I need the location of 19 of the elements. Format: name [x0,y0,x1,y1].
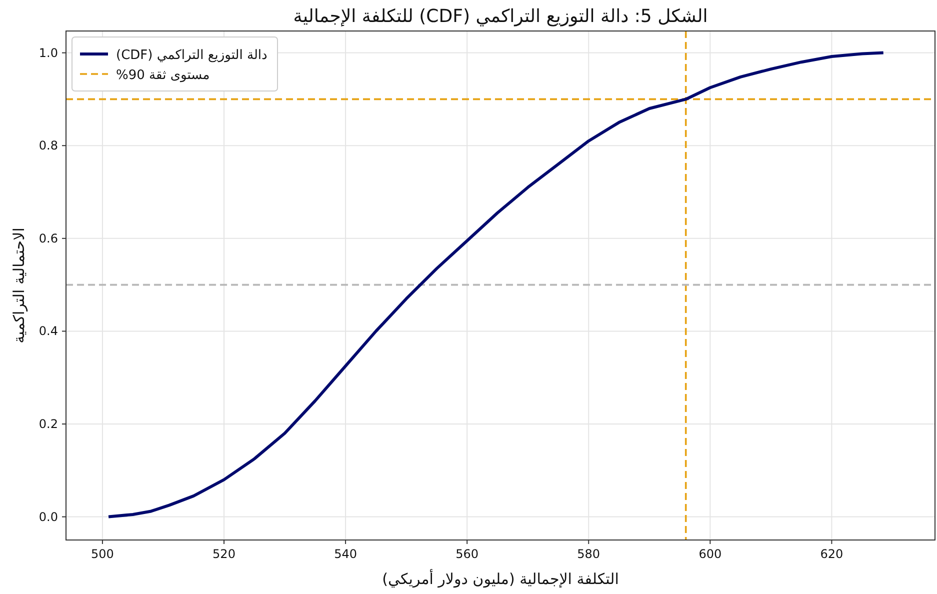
x-tick-label: 560 [456,547,479,561]
x-tick-label: 540 [334,547,357,561]
x-tick-label: 500 [91,547,114,561]
legend-label: مستوى ثقة 90% [116,68,210,83]
y-tick-label: 0.4 [38,324,58,338]
x-tick-label: 600 [698,547,722,561]
y-axis-title: الاحتمالية التراكمية [10,228,28,344]
x-axis-title: التكلفة الإجمالية (مليون دولار أمريكي) [382,569,619,588]
chart-title: الشكل 5: دالة التوزيع التراكمي (CDF) للتكلفة الإجمالية [293,6,708,27]
y-tick-label: 0.0 [38,510,58,524]
line-series [107,51,885,518]
y-tick-label: 1.0 [38,46,58,60]
x-tick-label: 580 [577,547,600,561]
y-tick-label: 0.8 [38,138,58,153]
y-tick-label: 0.2 [38,417,58,431]
x-tick-label: 520 [212,547,236,561]
legend-label: دالة التوزيع التراكمي (CDF) [116,48,268,63]
y-tick-label: 0.6 [38,231,58,246]
x-tick-label: 620 [820,547,844,561]
